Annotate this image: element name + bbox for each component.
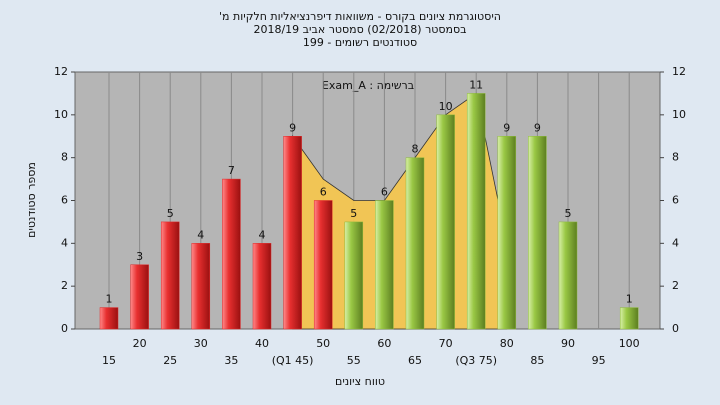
x-tick-label: 50 (316, 337, 330, 350)
x-tick-label: 25 (163, 354, 177, 367)
x-tick-label: (Q1 45) (272, 354, 314, 367)
x-tick-label: 20 (133, 337, 147, 350)
chart-subtitle: סטודנטים רשומים - 199 (303, 36, 417, 49)
x-tick-label: 80 (500, 337, 514, 350)
data-label: 9 (534, 121, 541, 134)
y-tick-label: 10 (54, 108, 68, 121)
bar (375, 200, 394, 330)
bar (130, 264, 149, 330)
bar (528, 136, 547, 330)
y2-tick-label: 6 (672, 194, 679, 207)
x-tick-label: 55 (347, 354, 361, 367)
x-tick-label: 35 (224, 354, 238, 367)
chart-title: היסטוגרמת ציונים בקורס - משוואות דיפרנצי… (219, 10, 501, 23)
x-tick-label: 85 (530, 354, 544, 367)
data-label: 8 (412, 143, 419, 156)
bar (436, 114, 455, 330)
y2-tick-label: 12 (672, 65, 686, 78)
x-tick-label: 100 (619, 337, 640, 350)
y2-tick-label: 10 (672, 108, 686, 121)
x-tick-label: (Q3 75) (455, 354, 497, 367)
y-tick-label: 4 (61, 236, 68, 249)
x-tick-label: 65 (408, 354, 422, 367)
y-tick-label: 12 (54, 65, 68, 78)
data-label: 4 (197, 228, 204, 241)
y2-tick-label: 2 (672, 279, 679, 292)
x-tick-label: 90 (561, 337, 575, 350)
data-label: 10 (439, 100, 453, 113)
x-tick-label: 15 (102, 354, 116, 367)
data-label: 1 (626, 293, 633, 306)
y-tick-label: 6 (61, 194, 68, 207)
x-tick-label: 95 (592, 354, 606, 367)
data-label: 9 (503, 121, 510, 134)
y-axis-label: מספר סטודנטים (25, 162, 38, 238)
bar (99, 307, 119, 330)
data-label: 5 (167, 207, 174, 220)
data-label: 5 (350, 207, 357, 220)
data-label: 6 (381, 186, 388, 199)
data-label: 9 (289, 121, 296, 134)
x-axis-label: טווח ציונים (335, 375, 385, 388)
x-tick-label: 30 (194, 337, 208, 350)
bar (160, 221, 180, 330)
x-tick-label: 70 (439, 337, 453, 350)
data-label: 1 (106, 293, 113, 306)
data-label: 5 (565, 207, 572, 220)
bar (497, 136, 517, 330)
bar (222, 178, 241, 330)
bar (466, 93, 486, 330)
data-label: 3 (136, 250, 143, 263)
data-label: 6 (320, 186, 327, 199)
y2-tick-label: 8 (672, 151, 679, 164)
y-tick-label: 0 (61, 322, 68, 335)
y-tick-label: 2 (61, 279, 68, 292)
bar (191, 243, 211, 330)
data-label: 7 (228, 164, 235, 177)
bar (344, 221, 364, 330)
bar (558, 221, 578, 330)
x-tick-label: 60 (377, 337, 391, 350)
bar (313, 200, 333, 330)
data-label: 4 (259, 228, 266, 241)
data-label: 11 (469, 78, 483, 91)
y2-tick-label: 0 (672, 322, 679, 335)
y-tick-label: 8 (61, 151, 68, 164)
x-tick-label: 40 (255, 337, 269, 350)
y2-tick-label: 4 (672, 236, 679, 249)
chart-subtitle: בסמסטר (02/2018) סמסטר אביב 2018/19 (253, 23, 466, 36)
bar (405, 157, 425, 330)
bar (283, 136, 302, 330)
bar (252, 243, 272, 330)
bar (619, 307, 639, 330)
annotation: ברשימה : Exam_A (322, 79, 414, 92)
